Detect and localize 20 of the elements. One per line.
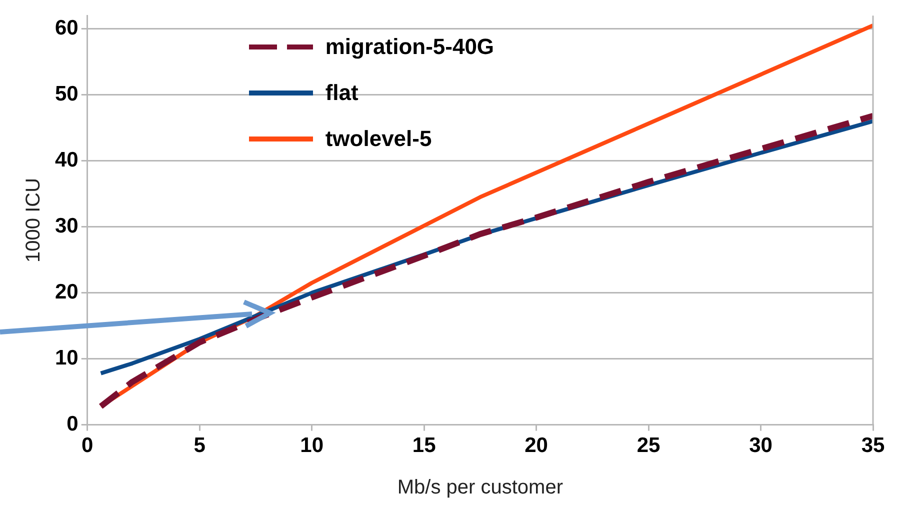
x-tick-label: 35 bbox=[861, 434, 885, 458]
x-tick-label: 20 bbox=[524, 434, 548, 458]
x-tick-label: 10 bbox=[300, 434, 324, 458]
y-tick-label: 50 bbox=[55, 82, 78, 106]
x-tick-label: 25 bbox=[636, 434, 661, 458]
y-tick-label: 10 bbox=[55, 346, 78, 370]
y-tick-label: 20 bbox=[55, 280, 78, 304]
y-tick-label: 30 bbox=[55, 214, 78, 238]
y-axis-title: 1000 ICU bbox=[22, 178, 45, 262]
x-axis-title: Mb/s per customer bbox=[397, 476, 564, 499]
y-tick-label: 60 bbox=[55, 16, 78, 40]
x-tick-label: 0 bbox=[82, 434, 94, 458]
x-tick-label: 30 bbox=[749, 434, 772, 458]
legend-label: migration-5-40G bbox=[325, 34, 494, 60]
y-tick-label: 0 bbox=[66, 412, 78, 436]
x-tick-label: 5 bbox=[194, 434, 206, 458]
legend-label: flat bbox=[325, 80, 358, 106]
x-tick-label: 15 bbox=[412, 434, 436, 458]
y-tick-label: 40 bbox=[55, 148, 78, 172]
legend-label: twolevel-5 bbox=[325, 126, 432, 152]
